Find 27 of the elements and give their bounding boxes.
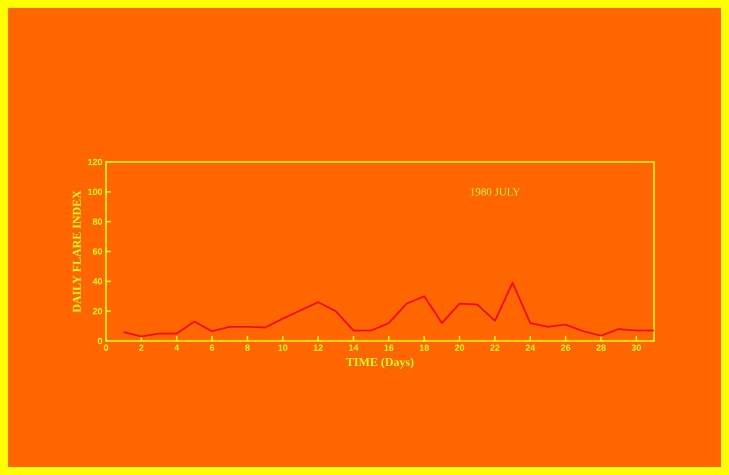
- y-tick-label: 80: [92, 218, 102, 225]
- x-tick-label: 12: [314, 344, 323, 351]
- y-tick-label: 40: [92, 278, 102, 284]
- x-axis-title: TIME (Days): [346, 358, 414, 369]
- x-tick-label: 14: [349, 344, 358, 351]
- x-tick-label: 22: [490, 344, 500, 351]
- x-tick-label: 10: [278, 344, 288, 351]
- x-tick-label: 20: [454, 344, 464, 351]
- x-tick-label: 8: [245, 344, 250, 351]
- x-tick-label: 24: [526, 344, 536, 351]
- text: 1980 JULY: [470, 188, 520, 196]
- x-tick-label: 30: [632, 344, 641, 351]
- line-series: [122, 282, 654, 338]
- y-tick-label: 20: [92, 308, 102, 314]
- x-tick-label: 26: [560, 344, 570, 351]
- x-tick-label: 16: [384, 344, 394, 351]
- x-tick-label: 2: [139, 344, 144, 351]
- x-tick-label: 4: [174, 344, 180, 351]
- y-axis-title: DAILY FLARE INDEX: [72, 190, 81, 313]
- y-tick-label: 120: [88, 158, 102, 166]
- y-tick-label: 100: [88, 188, 102, 195]
- y-tick-label: 60: [92, 248, 102, 255]
- x-tick-label: 28: [596, 344, 606, 351]
- x-tick-label: 18: [420, 344, 429, 351]
- x-tick-label: 6: [210, 344, 214, 351]
- x-tick-label: 0: [104, 344, 108, 351]
- y-tick-label: 0: [98, 338, 102, 344]
